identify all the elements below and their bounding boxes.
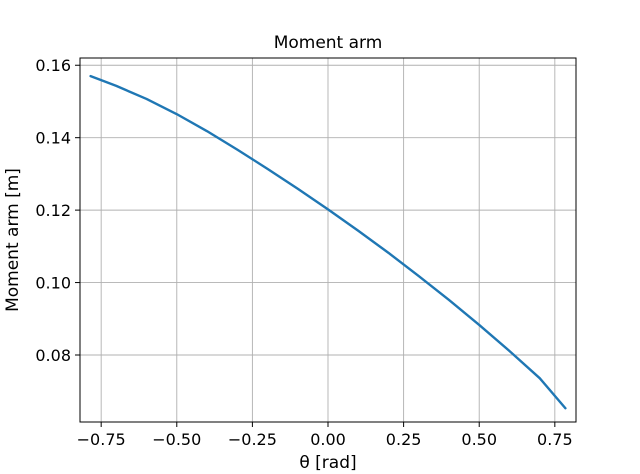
x-tick-label: 0.50: [461, 430, 497, 449]
x-tick-label: −0.25: [228, 430, 277, 449]
y-tick-label: 0.14: [35, 129, 71, 148]
x-tick-label: 0.25: [386, 430, 422, 449]
x-tick-label: −0.75: [77, 430, 126, 449]
x-tick-label: −0.50: [152, 430, 201, 449]
grid-layer: [80, 58, 576, 422]
y-tick-label: 0.08: [35, 346, 71, 365]
y-axis-ticks: 0.08 0.10 0.12 0.14 0.16: [35, 56, 80, 365]
series-line: [89, 74, 567, 410]
x-tick-label: 0.75: [537, 430, 573, 449]
chart-title: Moment arm: [274, 33, 383, 53]
y-tick-label: 0.10: [35, 274, 71, 293]
y-axis-label: Moment arm [m]: [3, 168, 23, 312]
series-layer: [89, 74, 567, 410]
x-axis-ticks: −0.75 −0.50 −0.25 0.00 0.25 0.50 0.75: [77, 422, 573, 449]
x-tick-label: 0.00: [310, 430, 346, 449]
y-tick-label: 0.12: [35, 201, 71, 220]
y-tick-label: 0.16: [35, 56, 71, 75]
x-axis-label: θ [rad]: [299, 453, 356, 473]
